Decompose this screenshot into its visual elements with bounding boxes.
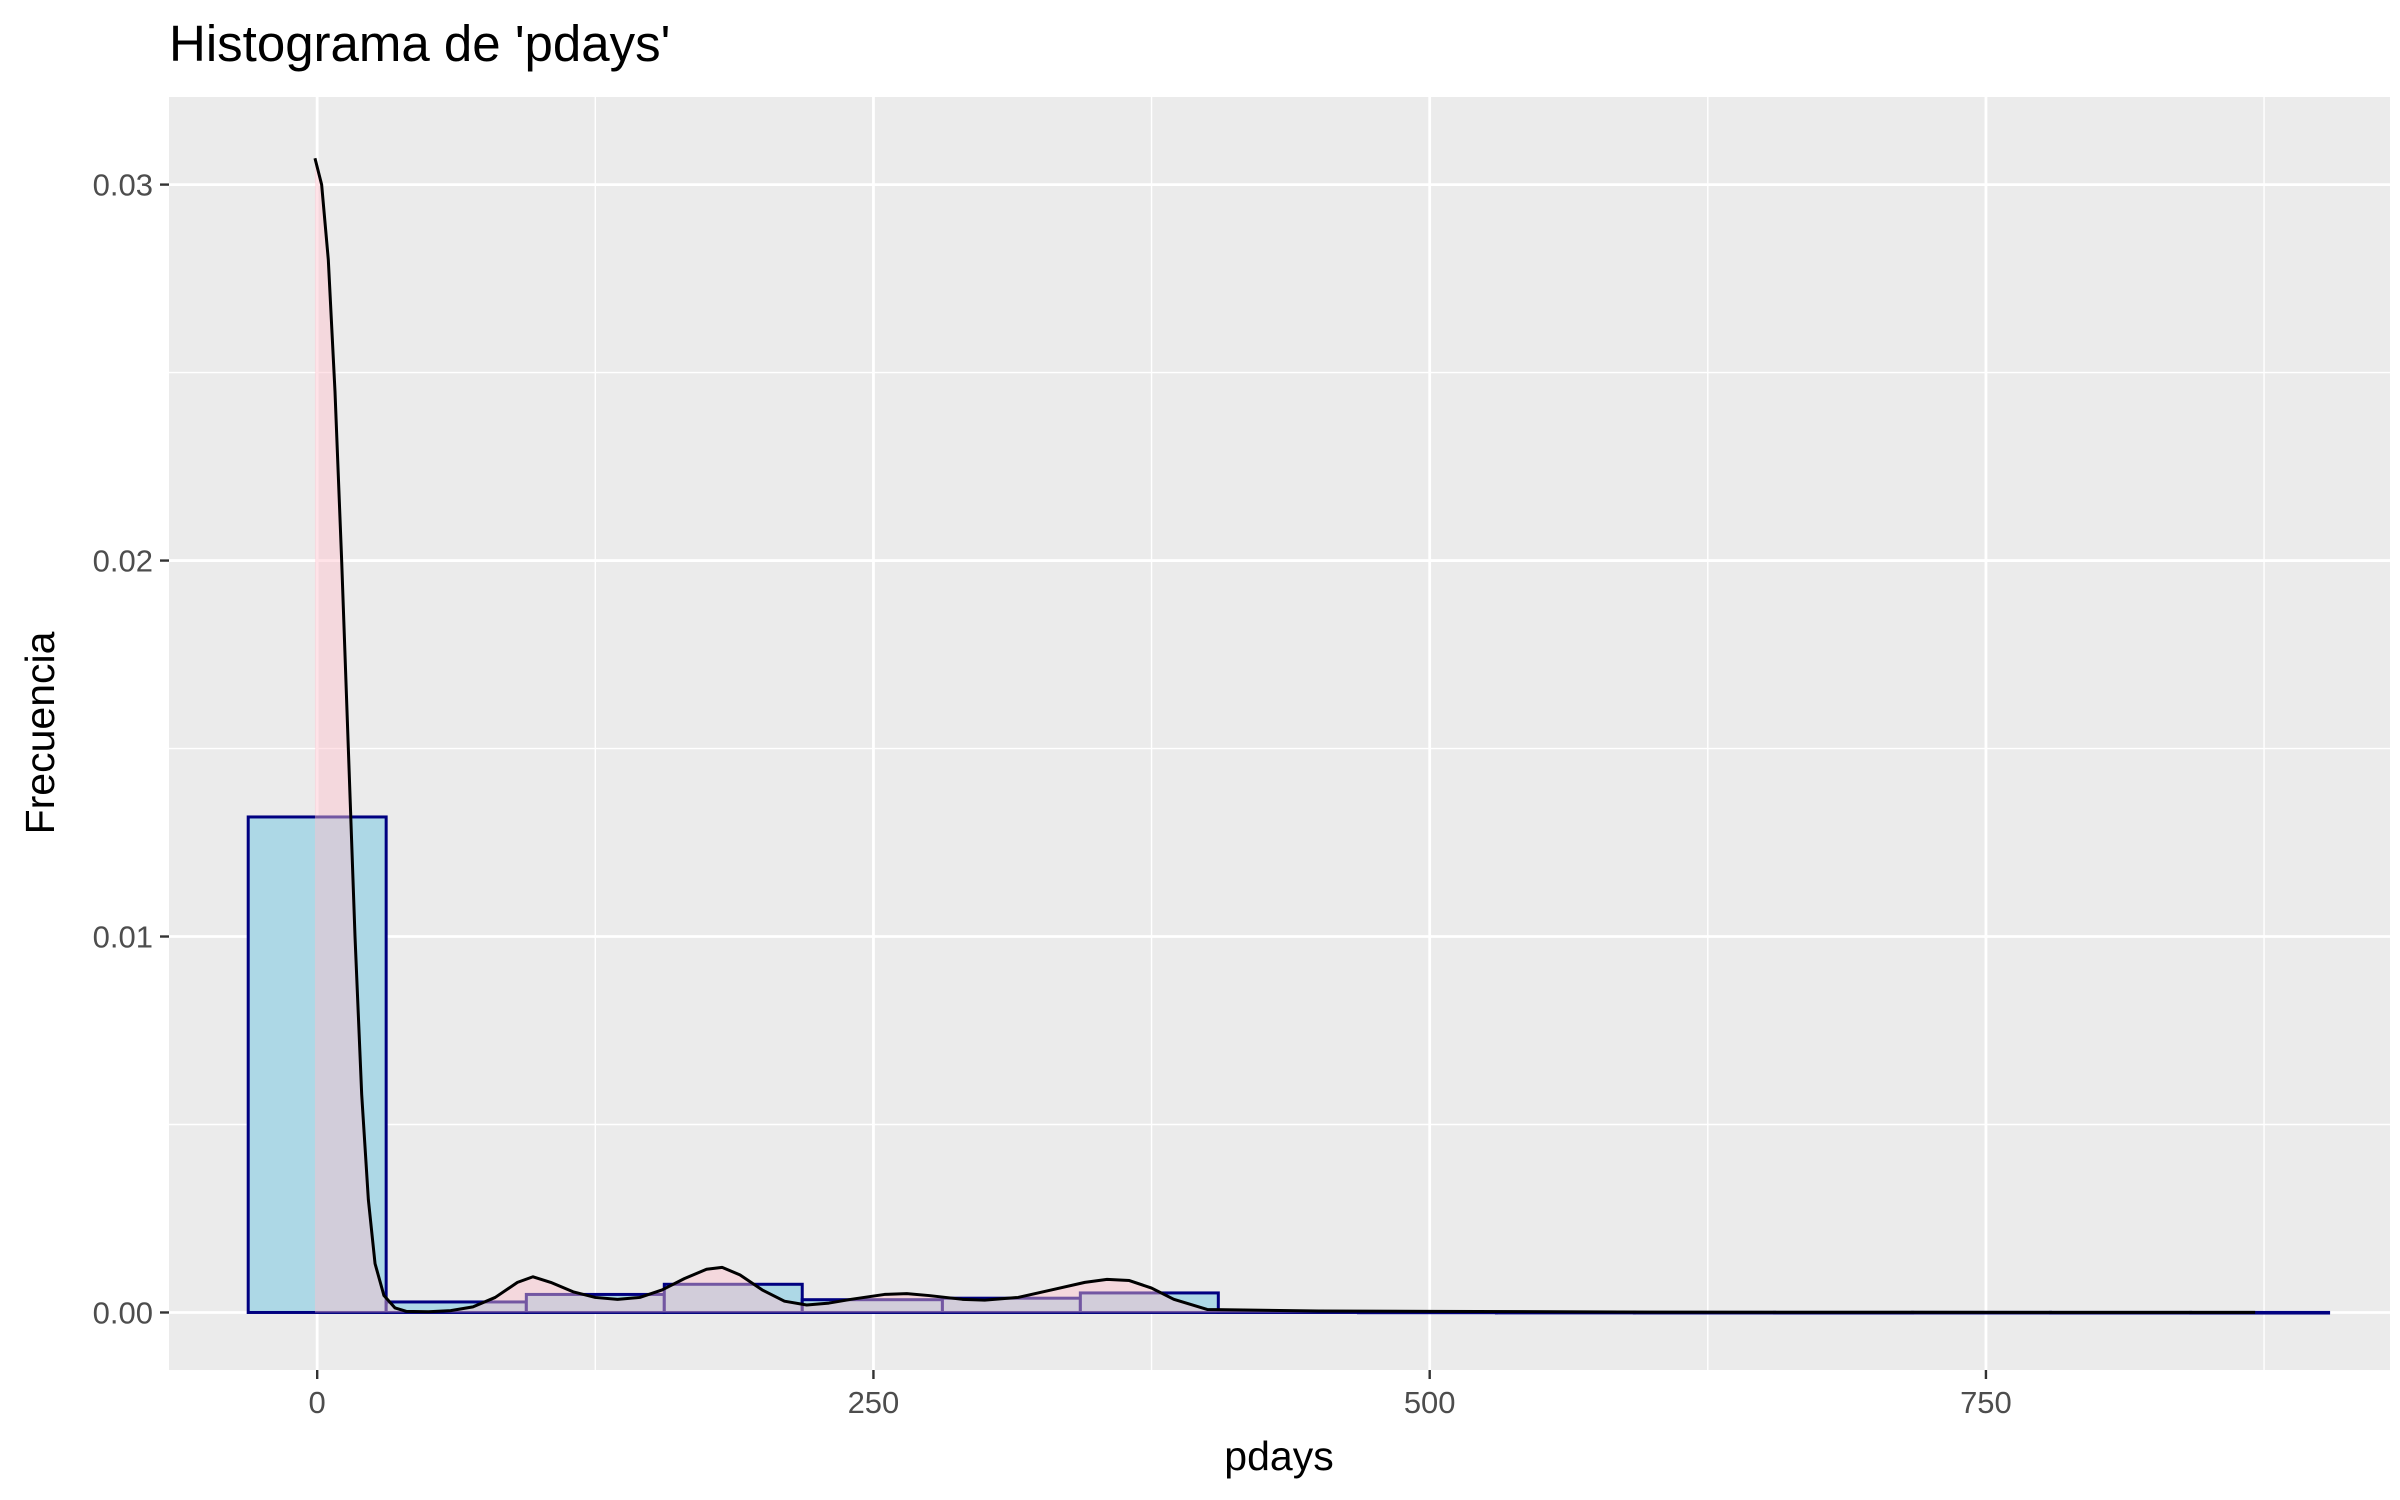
x-tick-label: 250 <box>848 1385 900 1420</box>
x-tick-label: 750 <box>1960 1385 2012 1420</box>
x-tick-label: 500 <box>1404 1385 1456 1420</box>
x-tick-label: 0 <box>309 1385 326 1420</box>
plot-panel <box>169 97 2390 1370</box>
y-tick-label: 0.01 <box>93 920 153 955</box>
histogram-bar-6 <box>1078 1291 1220 1314</box>
x-axis-title: pdays <box>1224 1433 1333 1479</box>
y-axis-title: Frecuencia <box>17 631 63 834</box>
y-tick-label: 0.03 <box>93 168 153 203</box>
density-line <box>313 157 2256 1314</box>
x-axis: 0 250 500 750 <box>309 1370 2012 1420</box>
y-tick-label: 0.00 <box>93 1295 153 1330</box>
y-tick-label: 0.02 <box>93 544 153 579</box>
y-axis: 0.00 0.01 0.02 0.03 <box>93 168 169 1330</box>
grid-minor <box>169 97 2390 1370</box>
histogram-bars <box>246 815 2331 1315</box>
density-layer <box>313 157 2256 1314</box>
histogram-bar-0 <box>246 815 388 1314</box>
chart-title: Histograma de 'pdays' <box>169 15 670 72</box>
